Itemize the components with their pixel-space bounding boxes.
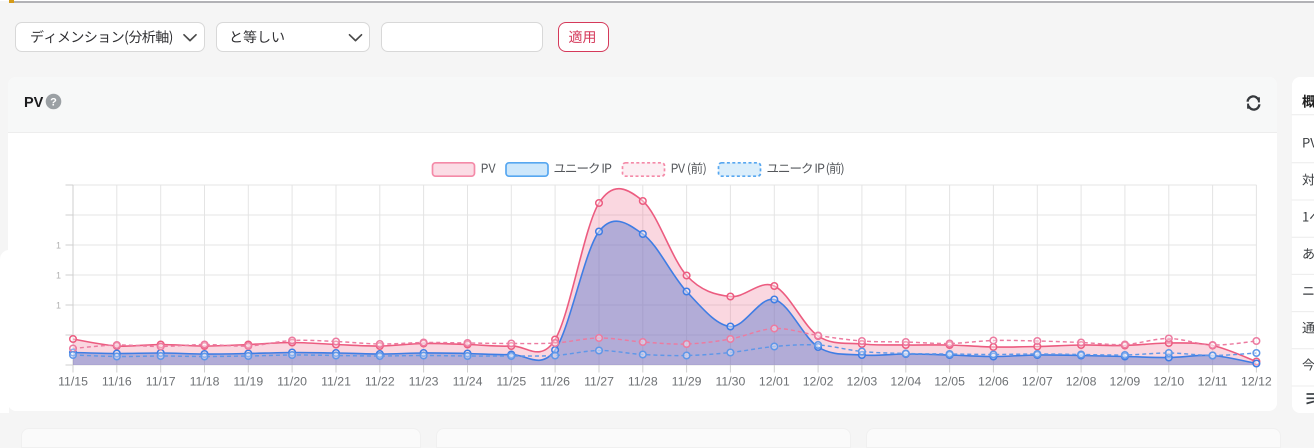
svg-text:11/19: 11/19 — [233, 375, 263, 389]
svg-text:12/11: 12/11 — [1198, 375, 1228, 389]
svg-text:11/23: 11/23 — [409, 375, 439, 389]
svg-text:12/04: 12/04 — [890, 375, 921, 389]
svg-text:11/26: 11/26 — [540, 375, 570, 389]
svg-text:12/02: 12/02 — [803, 375, 834, 389]
svg-text:PV: PV — [24, 95, 44, 111]
svg-text:11/18: 11/18 — [190, 375, 220, 389]
svg-text:11/30: 11/30 — [715, 375, 745, 389]
svg-text:1: 1 — [56, 271, 61, 281]
svg-text:11/20: 11/20 — [277, 375, 307, 389]
svg-text:11/17: 11/17 — [146, 375, 176, 389]
svg-text:12/03: 12/03 — [847, 375, 878, 389]
svg-text:?: ? — [50, 97, 57, 109]
svg-text:12/06: 12/06 — [978, 375, 1009, 389]
svg-text:1: 1 — [56, 241, 61, 251]
svg-text:12/08: 12/08 — [1066, 375, 1097, 389]
svg-text:12/07: 12/07 — [1022, 375, 1053, 389]
svg-text:11/16: 11/16 — [102, 375, 132, 389]
svg-text:11/27: 11/27 — [584, 375, 614, 389]
svg-text:11/22: 11/22 — [365, 375, 395, 389]
svg-text:11/29: 11/29 — [672, 375, 702, 389]
svg-text:11/21: 11/21 — [321, 375, 351, 389]
svg-text:11/15: 11/15 — [58, 375, 88, 389]
svg-text:11/25: 11/25 — [496, 375, 526, 389]
svg-text:12/01: 12/01 — [759, 375, 790, 389]
svg-text:12/09: 12/09 — [1110, 375, 1141, 389]
svg-text:12/05: 12/05 — [934, 375, 965, 389]
svg-text:11/28: 11/28 — [628, 375, 658, 389]
svg-text:11/24: 11/24 — [453, 375, 483, 389]
svg-text:12/12: 12/12 — [1241, 375, 1272, 389]
svg-text:1: 1 — [56, 301, 61, 311]
svg-text:12/10: 12/10 — [1153, 375, 1184, 389]
